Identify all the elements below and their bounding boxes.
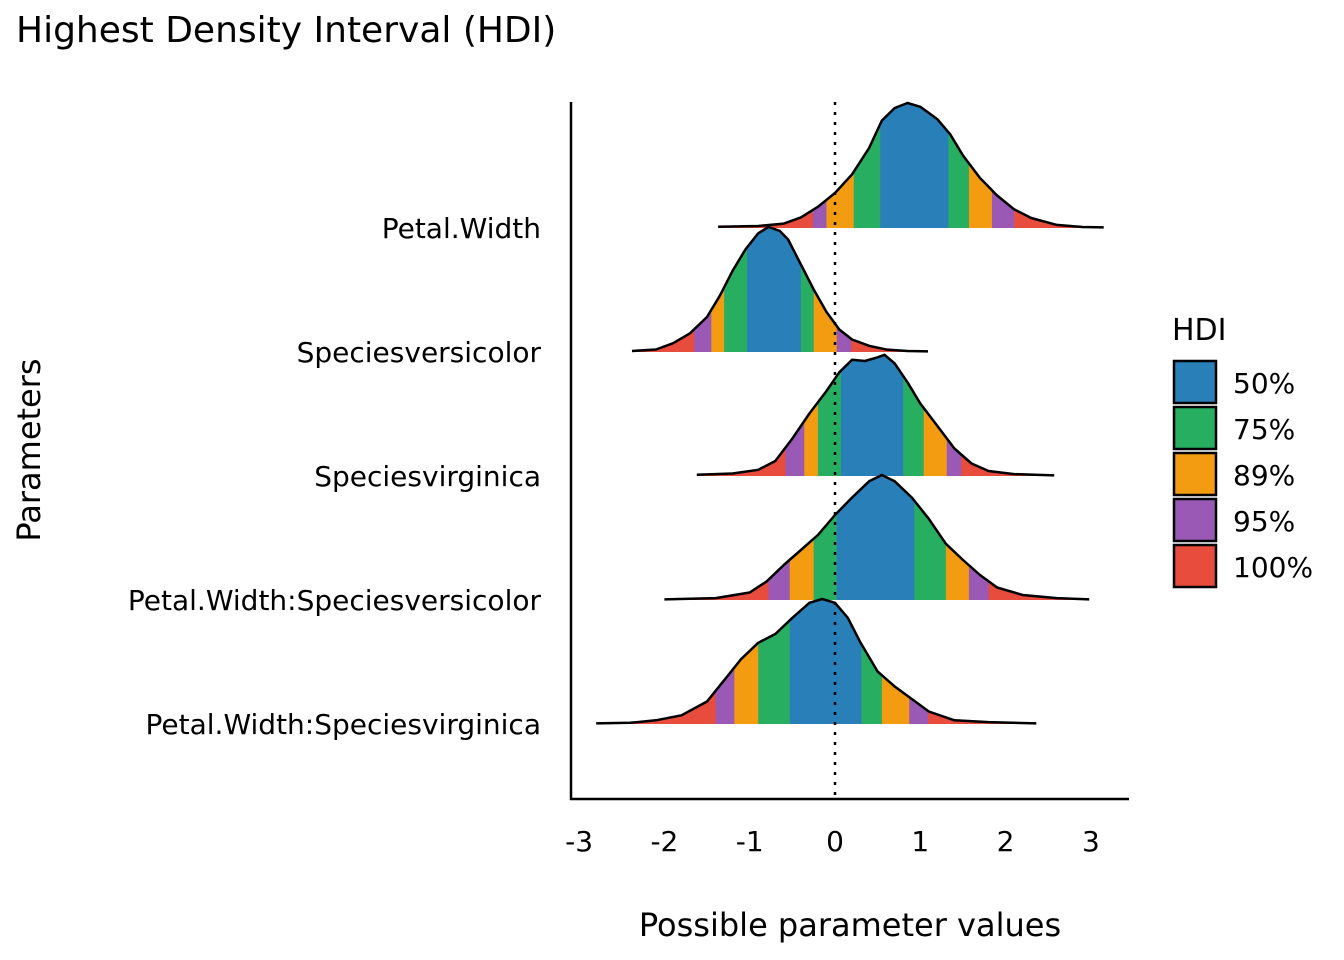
legend-label: 100% xyxy=(1233,551,1313,584)
hdi-band-50 xyxy=(836,475,915,600)
legend-label: 95% xyxy=(1233,505,1295,538)
legend-swatch xyxy=(1172,405,1218,451)
legend-swatch xyxy=(1172,543,1218,589)
legend: HDI 50% 75% 89% 95% 100% xyxy=(1172,313,1313,589)
axes xyxy=(569,102,1129,801)
y-tick-label: Speciesvirginica xyxy=(314,460,541,493)
y-tick-labels: Petal.Width Speciesversicolor Speciesvirgi… xyxy=(128,212,542,741)
chart-title: Highest Density Interval (HDI) xyxy=(16,10,556,51)
density-outline xyxy=(596,597,1037,725)
ridge-speciesvirginica xyxy=(696,353,1055,477)
x-tick-label: 1 xyxy=(911,825,929,858)
legend-label: 89% xyxy=(1233,459,1295,492)
legend-title: HDI xyxy=(1172,313,1227,348)
legend-label: 75% xyxy=(1233,413,1295,446)
hdi-band-50 xyxy=(880,103,949,228)
legend-swatch xyxy=(1172,451,1218,497)
density-outline xyxy=(664,473,1090,601)
density-ridges xyxy=(596,101,1104,725)
ridge-petal-width-speciesversicolor xyxy=(664,473,1090,601)
x-tick-label: 3 xyxy=(1082,825,1100,858)
x-axis-title: Possible parameter values xyxy=(639,906,1061,944)
hdi-band-50 xyxy=(840,354,904,476)
legend-swatch xyxy=(1172,497,1218,543)
y-tick-label: Speciesversicolor xyxy=(297,336,542,369)
density-outline xyxy=(631,225,929,353)
legend-label: 50% xyxy=(1233,367,1295,400)
ridge-petal-width-speciesvirginica xyxy=(596,597,1037,725)
x-tick-label: -2 xyxy=(650,825,678,858)
x-tick-label: -1 xyxy=(736,825,764,858)
x-tick-label: -3 xyxy=(565,825,593,858)
density-outline xyxy=(718,101,1104,229)
x-tick-label: 2 xyxy=(997,825,1015,858)
ridge-petal-width xyxy=(718,101,1104,229)
legend-swatch xyxy=(1172,359,1218,405)
y-tick-label: Petal.Width xyxy=(382,212,541,245)
x-tick-label: 0 xyxy=(826,825,844,858)
y-tick-label: Petal.Width:Speciesversicolor xyxy=(128,584,542,617)
density-outline xyxy=(696,353,1055,477)
x-tick-labels: -3 -2 -1 0 1 2 3 xyxy=(565,825,1100,858)
ridge-speciesversicolor xyxy=(631,225,929,353)
y-tick-label: Petal.Width:Speciesvirginica xyxy=(146,708,541,741)
y-axis-title: Parameters xyxy=(10,358,48,541)
